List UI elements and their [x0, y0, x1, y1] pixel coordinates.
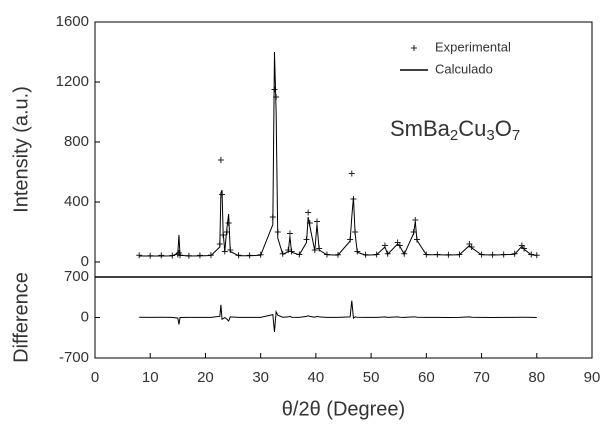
data-point — [136, 252, 143, 259]
x-tick-label: 80 — [528, 369, 545, 386]
x-tick-label: 50 — [363, 369, 380, 386]
legend-label: Calculado — [435, 61, 493, 76]
y-tick-label: 400 — [64, 193, 89, 210]
y-tick-label: 1600 — [56, 13, 89, 30]
x-tick-label: 90 — [584, 369, 601, 386]
x-tick-label: 20 — [197, 369, 214, 386]
data-point — [158, 252, 165, 259]
data-point — [305, 209, 312, 216]
data-point — [468, 244, 475, 250]
legend-label: Experimental — [435, 39, 511, 54]
x-tick-label: 0 — [91, 369, 99, 386]
data-line — [139, 300, 537, 333]
x-axis-label: θ/2θ (Degree) — [282, 398, 405, 420]
y-tick-label: -700 — [59, 349, 89, 366]
data-point — [396, 242, 403, 249]
y-axis-label: Difference — [10, 272, 32, 363]
y-axis-label: Intensity (a.u.) — [10, 86, 32, 213]
y-tick-label: 0 — [81, 253, 89, 270]
annotation: SmBa2Cu3O7 — [390, 116, 520, 144]
data-line — [139, 51, 537, 257]
x-tick-label: 10 — [142, 369, 159, 386]
y-tick-label: 700 — [64, 268, 89, 285]
x-tick-label: 70 — [473, 369, 490, 386]
x-tick-label: 60 — [418, 369, 435, 386]
y-tick-label: 800 — [64, 133, 89, 150]
x-tick-label: 40 — [308, 369, 325, 386]
data-point — [313, 218, 320, 225]
y-tick-label: 0 — [81, 308, 89, 325]
data-point — [286, 230, 293, 237]
legend-marker — [411, 45, 417, 51]
y-tick-label: 1200 — [56, 73, 89, 90]
plot-frame — [94, 21, 593, 359]
x-tick-label: 30 — [252, 369, 269, 386]
data-point — [217, 157, 224, 163]
data-point — [348, 170, 355, 177]
